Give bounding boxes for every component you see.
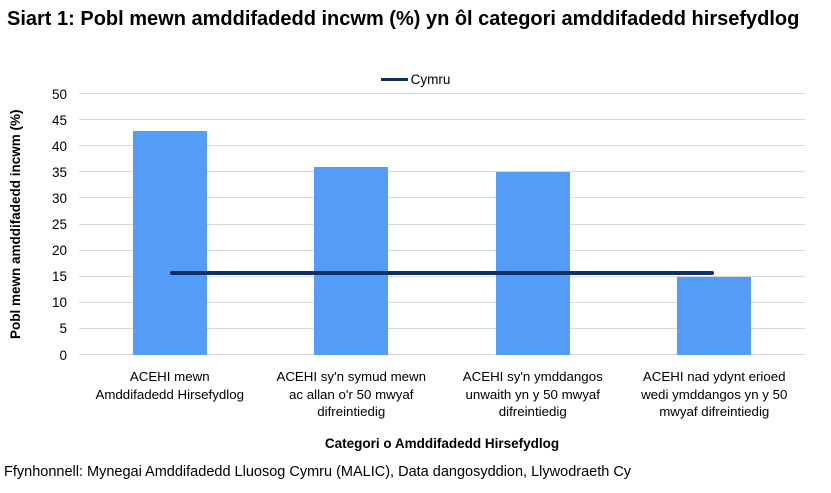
bar-category-4 [677,276,752,355]
gridline [79,145,805,147]
gridline [79,249,805,251]
y-tick-label: 45 [51,112,67,128]
x-category-label-3: ACEHI sy'n ymddangos unwaith yn y 50 mwy… [462,369,603,419]
legend: Cymru [0,71,831,88]
gridline [79,275,805,277]
y-tick-label: 0 [59,347,67,363]
source-note: Ffynhonnell: Mynegai Amddifadedd Lluosog… [4,464,632,480]
gridline [79,93,805,94]
y-tick-label: 25 [51,216,67,232]
x-category-label-1: ACEHI mewn Amddifadedd Hirsefydlog [95,369,245,402]
y-tick-label: 15 [51,268,67,284]
x-category-label-2: ACEHI sy'n symud mewn ac allan o'r 50 mw… [276,369,427,419]
x-axis-title: Categori o Amddifadedd Hirsefydlog [324,436,560,451]
x-category-label-4: ACEHI nad ydynt erioed wedi ymddangos yn… [641,369,788,419]
y-tick-label: 20 [51,242,67,258]
plot-area [79,93,805,355]
y-tick-label: 40 [51,138,67,154]
y-axis-ticks: 0 5 10 15 20 25 30 35 40 45 50 [0,87,67,361]
chart-title: Siart 1: Pobl mewn amddifadedd incwm (%)… [7,8,800,30]
y-tick-label: 35 [51,164,67,180]
gridline [79,171,805,173]
gridline [79,119,805,121]
y-tick-label: 30 [51,190,67,206]
cymru-reference-line [169,270,715,275]
gridline [79,301,805,303]
gridline [79,327,805,329]
gridline [79,354,805,355]
bar-category-2 [314,167,389,355]
legend-label: Cymru [410,72,451,87]
gridline [79,223,805,225]
y-tick-label: 5 [59,321,67,337]
bar-category-3 [495,172,570,355]
bar-category-1 [132,130,207,355]
y-tick-label: 50 [51,86,67,102]
x-axis-labels: ACEHI mewn Amddifadedd Hirsefydlog ACEHI … [79,368,805,424]
gridline [79,197,805,199]
y-tick-label: 10 [51,295,67,311]
cymru-line-swatch [380,77,408,82]
